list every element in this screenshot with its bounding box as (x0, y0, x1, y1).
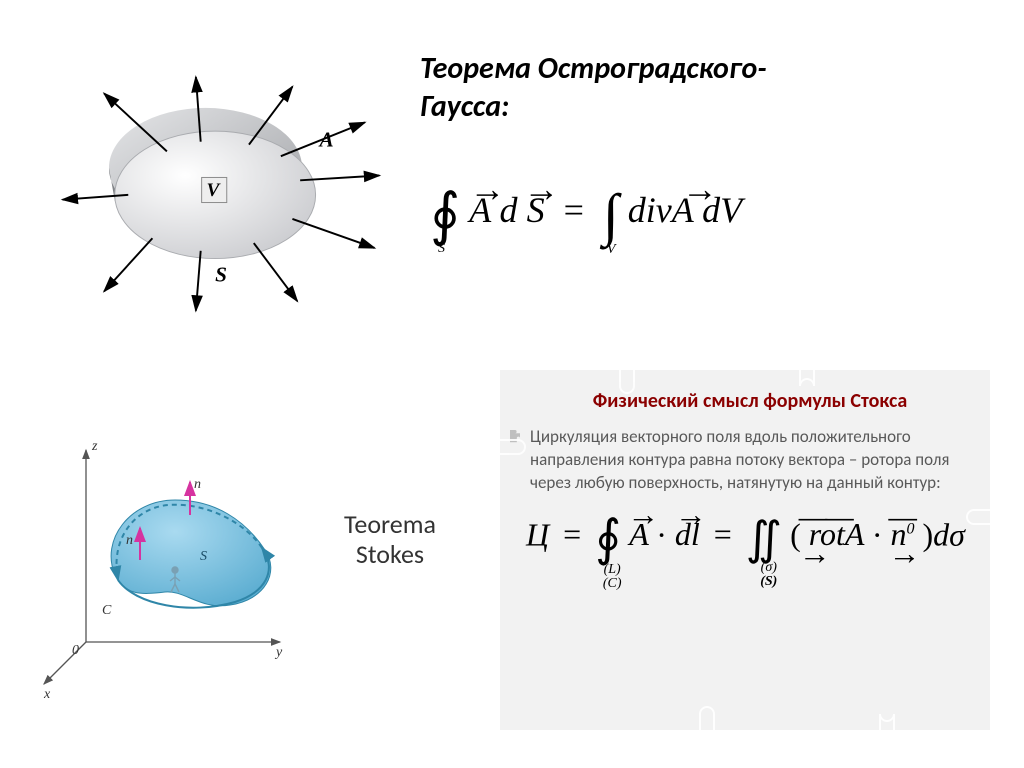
equals: = (564, 190, 584, 230)
label-S: S (215, 263, 227, 287)
stokes-panel: Физический смысл формулы Стокса Циркуляц… (500, 370, 990, 730)
stokes-section: z y x 0 n n S C (0, 370, 1024, 768)
axis-x: x (43, 687, 51, 700)
axis-origin: 0 (72, 643, 79, 658)
eq-sub-L: (L) (604, 562, 621, 577)
gauss-title: Теорема Остроградского- Гаусса: (420, 50, 1000, 125)
eq-sub-S: (S) (760, 574, 777, 589)
gauss-section: A V S Теорема Остроградского- Гаусса: ∮ … (0, 30, 1024, 370)
eq-dot2: · (872, 516, 883, 552)
stokes-label: Teorema Stokes (310, 510, 470, 570)
puzzle-icon (508, 428, 524, 444)
panel-title: Физический смысл формулы Стокса (530, 388, 970, 414)
eq-sub-C: (C) (603, 576, 622, 591)
label-n1: n (126, 533, 133, 548)
eq-sub-sigma: (σ) (761, 560, 777, 575)
eq-dint: ∬ (746, 513, 782, 564)
eq-C: Ц (526, 516, 549, 552)
eq-eq2: = (714, 516, 732, 552)
int-symbol: ∫ (603, 182, 619, 247)
label-S: S (200, 549, 207, 564)
lhs-sub: S (438, 242, 445, 256)
eq-eq1: = (563, 516, 581, 552)
label-n2: n (194, 477, 201, 492)
gauss-equation: ∮ S →A d →S = ∫ V div→A dV (430, 180, 742, 248)
label-A: A (317, 128, 333, 152)
label-V: V (206, 180, 221, 201)
gauss-diagram: A V S (50, 50, 390, 330)
stokes-equation: Ц = ∮ (L) (C) →A · →dl = ∬ (σ) (S) (526, 509, 970, 567)
rhs-sub: V (607, 243, 616, 257)
label-C: C (102, 603, 112, 618)
stokes-diagram: z y x 0 n n S C (40, 430, 300, 700)
axis-z: z (91, 439, 98, 454)
surface (111, 500, 271, 606)
oint-symbol: ∮ (430, 182, 460, 247)
axis-y: y (274, 645, 283, 660)
eq-oint: ∮ (595, 510, 621, 566)
panel-text: Циркуляция векторного поля вдоль положит… (530, 426, 970, 495)
